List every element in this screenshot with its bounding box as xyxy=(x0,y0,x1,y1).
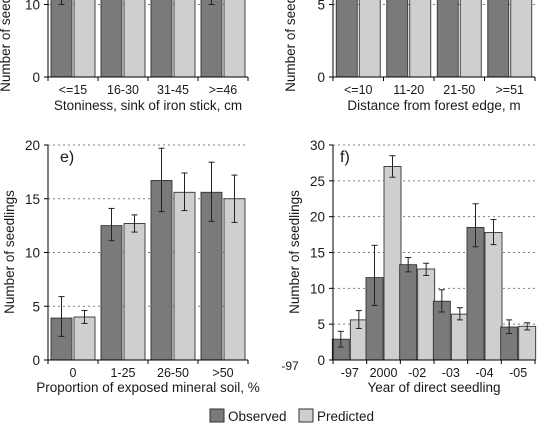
y-axis-label: Number of seedlings xyxy=(2,190,17,314)
x-tick-label: 11-20 xyxy=(393,83,424,97)
chart-panel-e: 0 1-25 26-50 >50 0 5 10 15 20 Proportion of expos… xyxy=(2,138,260,395)
y-tick-label: 0 xyxy=(317,70,325,85)
x-tick-label: <=10 xyxy=(344,83,373,97)
bar-predicted xyxy=(510,0,533,78)
x-tick-label: -05 xyxy=(509,366,527,380)
y-tick-label: 5 xyxy=(317,0,325,13)
bar-predicted xyxy=(173,191,196,361)
x-axis-label: Stoniness, sink of iron stick, cm xyxy=(54,98,242,113)
x-axis-label: Distance from forest edge, m xyxy=(347,98,520,113)
bar-observed xyxy=(150,0,173,78)
bar-observed xyxy=(50,0,73,78)
plot-area xyxy=(50,147,246,361)
x-tick-label: <=15 xyxy=(59,83,88,97)
y-tick-label: 0 xyxy=(317,353,325,368)
bar-predicted xyxy=(409,0,432,78)
bar-observed xyxy=(436,0,459,78)
x-tick-label: -02 xyxy=(408,366,426,380)
legend-label-predicted: Predicted xyxy=(317,409,374,424)
bar-predicted xyxy=(417,268,436,361)
y-tick-label: 5 xyxy=(317,317,325,332)
x-tick-label: -97 xyxy=(341,366,359,380)
stray-tick-label: -97 xyxy=(281,359,299,373)
legend-swatch-observed xyxy=(209,408,225,423)
plot-area xyxy=(335,0,533,78)
bar-observed xyxy=(487,0,510,78)
bar-observed xyxy=(100,0,123,78)
y-tick-label: 25 xyxy=(310,174,325,189)
x-tick-label: 0 xyxy=(70,366,77,380)
y-tick-label: 10 xyxy=(310,281,325,296)
x-tick-label: >=51 xyxy=(495,83,524,97)
y-tick-label: 0 xyxy=(32,70,40,85)
bar-predicted xyxy=(173,0,196,78)
y-tick-label: 30 xyxy=(310,138,325,153)
x-axis-label: Year of direct seedling xyxy=(367,380,500,395)
bar-predicted xyxy=(358,0,381,78)
bar-predicted xyxy=(518,325,537,361)
y-axis-label: Number of seedlings xyxy=(0,0,13,92)
bar-observed xyxy=(399,264,418,361)
bar-observed xyxy=(200,0,223,78)
bar-predicted xyxy=(123,223,146,361)
panel-title: f) xyxy=(340,149,350,166)
x-tick-label: 26-50 xyxy=(157,366,189,380)
x-tick-label: -03 xyxy=(442,366,460,380)
bar-observed xyxy=(100,225,123,361)
legend: Observed Predicted xyxy=(209,408,374,424)
chart-panel-f: -97 2000 -02 -03 -04 -05 0 5 10 15 20 25 30 Year of d… xyxy=(287,138,537,395)
y-axis-label: Number of seedlings xyxy=(287,190,302,314)
y-axis-label: Number of seedlings xyxy=(283,0,298,92)
y-tick-label: 15 xyxy=(25,192,40,207)
x-tick-label: >50 xyxy=(212,366,233,380)
x-tick-label: 21-50 xyxy=(443,83,475,97)
bar-predicted xyxy=(223,198,246,361)
y-tick-label: 10 xyxy=(25,0,40,13)
y-tick-label: 10 xyxy=(25,246,40,261)
bar-predicted xyxy=(484,231,503,361)
chart-panels: <=15 16-30 31-45 >=46 0 10 Stoniness, sink of … xyxy=(0,0,537,395)
bar-predicted xyxy=(73,0,96,78)
x-tick-label: >=46 xyxy=(209,83,238,97)
x-tick-label: 1-25 xyxy=(110,366,135,380)
x-tick-label: 2000 xyxy=(370,366,398,380)
panel-title: e) xyxy=(60,149,74,166)
plot-area xyxy=(50,0,246,78)
bar-observed xyxy=(335,0,358,78)
chart-panel-c: <=15 16-30 31-45 >=46 0 10 Stoniness, sink of … xyxy=(0,0,249,113)
legend-swatch-predicted xyxy=(298,408,314,423)
bar-predicted xyxy=(459,0,482,78)
y-tick-label: 15 xyxy=(310,246,325,261)
plot-area xyxy=(331,155,537,361)
x-tick-label: 31-45 xyxy=(157,83,189,97)
x-tick-label: -04 xyxy=(475,366,493,380)
legend-label-observed: Observed xyxy=(228,409,287,424)
x-axis-label: Proportion of exposed mineral soil, % xyxy=(36,380,260,395)
bar-observed xyxy=(466,226,485,361)
bar-predicted xyxy=(450,313,469,361)
bar-predicted xyxy=(383,166,402,361)
y-tick-label: 5 xyxy=(32,299,40,314)
y-tick-label: 0 xyxy=(32,353,40,368)
chart-panel-d: <=10 11-20 21-50 >=51 0 5 Distance from forest… xyxy=(283,0,536,113)
bar-predicted xyxy=(123,0,146,78)
bar-observed xyxy=(386,0,409,78)
y-tick-label: 20 xyxy=(310,210,325,225)
y-tick-label: 20 xyxy=(25,138,40,153)
x-tick-label: 16-30 xyxy=(107,83,139,97)
bar-predicted xyxy=(223,0,246,78)
